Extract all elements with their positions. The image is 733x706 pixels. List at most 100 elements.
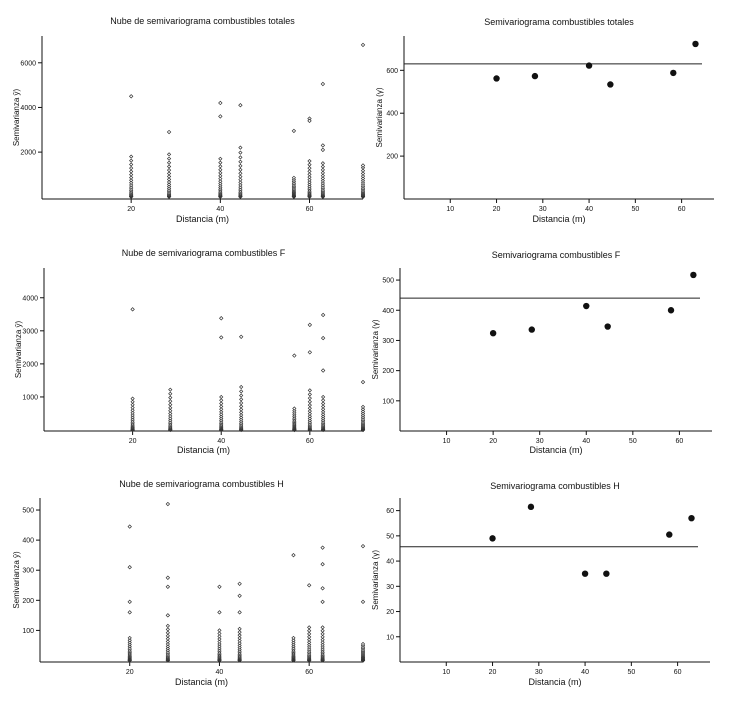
cloud-point: [168, 395, 173, 400]
cloud-point: [292, 408, 297, 413]
x-axis-label: Distancia (m): [176, 214, 229, 224]
x-tick-label: 10: [443, 438, 451, 445]
y-axis-label: Semivarianza ŷ): [14, 320, 23, 378]
cloud-point: [219, 409, 224, 414]
cloud-point: [307, 350, 313, 355]
cloud-point: [307, 406, 312, 411]
cloud-point: [237, 630, 242, 635]
cloud-point: [320, 178, 325, 183]
x-tick-label: 60: [678, 206, 686, 213]
cloud-point: [360, 171, 366, 176]
cloud-point: [218, 167, 223, 172]
cloud-point: [127, 565, 132, 570]
y-tick-label: 300: [22, 568, 34, 575]
cloud-point: [166, 160, 172, 165]
cloud-point: [129, 162, 134, 167]
cloud-point: [320, 368, 326, 373]
chart-title: Nube de semivariograma combustibles F: [122, 248, 286, 258]
cloud-point: [320, 173, 325, 178]
cloud-point: [320, 176, 325, 181]
cloud-point: [321, 394, 326, 400]
cloud-point: [321, 404, 326, 409]
x-tick-label: 20: [126, 669, 134, 676]
cloud-point: [360, 168, 366, 173]
chart-panel-model-total: Semivariograma combustibles totales 10 20 3…: [375, 17, 714, 224]
semivariance-point: [607, 81, 614, 88]
cloud-point: [307, 625, 312, 630]
cloud-point: [217, 639, 222, 644]
cloud-point: [238, 171, 243, 176]
y-tick-label: 40: [386, 559, 394, 566]
cloud-point: [292, 406, 297, 411]
cloud-point: [360, 173, 366, 179]
cloud-point: [307, 177, 312, 182]
cloud-point: [307, 172, 312, 177]
cloud-point: [129, 154, 134, 159]
x-tick-label: 30: [536, 438, 544, 445]
cloud-point: [127, 638, 132, 643]
cloud-point: [219, 394, 224, 400]
cloud-point: [307, 162, 312, 167]
cloud-point: [320, 642, 325, 647]
cloud-point: [168, 411, 173, 416]
cloud-point: [217, 610, 222, 615]
cloud-point: [130, 307, 135, 312]
cloud-point: [130, 405, 135, 410]
cloud-point: [320, 640, 325, 645]
cloud-point: [291, 175, 296, 180]
cloud-point: [129, 166, 134, 171]
cloud-point: [320, 335, 326, 341]
cloud-point: [165, 646, 170, 651]
cloud-point: [307, 118, 312, 124]
y-tick-label: 100: [382, 398, 394, 405]
semivariance-point: [666, 531, 673, 538]
cloud-point: [307, 640, 312, 645]
cloud-point: [165, 501, 171, 507]
cloud-point: [218, 160, 223, 165]
cloud-point: [127, 524, 132, 529]
cloud-point: [239, 393, 244, 398]
cloud-point: [218, 114, 223, 119]
x-tick-label: 40: [217, 438, 225, 445]
cloud-point: [237, 643, 242, 648]
cloud-point: [320, 147, 326, 153]
chart-title: Nube de semivariograma combustibles H: [119, 479, 284, 489]
cloud-point: [239, 404, 244, 409]
cloud-point: [217, 644, 222, 649]
cloud-point: [219, 412, 224, 417]
semivariance-point: [690, 271, 697, 279]
y-tick-label: 60: [386, 508, 394, 515]
cloud-point: [165, 641, 170, 647]
cloud-point: [130, 410, 135, 415]
cloud-point: [307, 166, 312, 171]
y-tick-label: 30: [386, 584, 394, 591]
semivariance-point: [688, 514, 695, 522]
cloud-point: [320, 631, 325, 637]
cloud-point: [321, 412, 326, 417]
cloud-point: [239, 384, 244, 390]
cloud-point: [218, 179, 223, 184]
cloud-point: [218, 173, 223, 178]
y-tick-label: 3000: [22, 328, 38, 335]
cloud-point: [129, 158, 134, 163]
y-tick-label: 300: [382, 338, 394, 345]
cloud-point: [130, 415, 135, 420]
cloud-point: [218, 100, 223, 106]
cloud-point: [360, 180, 366, 186]
cloud-point: [165, 613, 171, 618]
cloud-point: [321, 401, 326, 406]
semivariance-point: [585, 62, 593, 69]
cloud-point: [238, 150, 243, 155]
cloud-point: [239, 410, 244, 415]
cloud-point: [360, 379, 366, 385]
cloud-point: [219, 414, 224, 419]
x-axis-label: Distancia (m): [177, 445, 230, 455]
cloud-point: [307, 408, 312, 414]
y-axis-label: Semivarianza ŷ): [12, 88, 21, 146]
semivariance-point: [670, 69, 677, 77]
cloud-point: [238, 174, 243, 179]
cloud-point: [321, 407, 326, 412]
y-tick-label: 500: [22, 508, 34, 515]
x-tick-label: 30: [535, 669, 543, 676]
